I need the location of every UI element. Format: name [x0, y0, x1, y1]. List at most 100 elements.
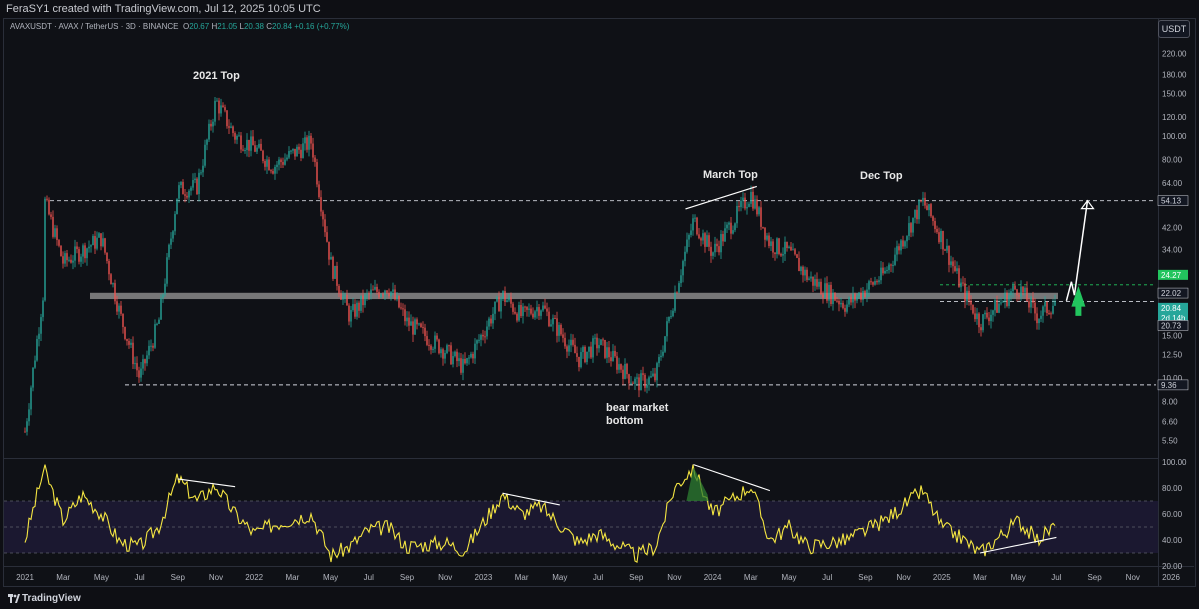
high-value: 21.05: [217, 22, 238, 31]
candle-body: [436, 335, 438, 340]
candle-body: [248, 139, 250, 151]
candle-body: [442, 349, 444, 359]
candle-body: [354, 304, 356, 317]
candle-body: [590, 346, 592, 358]
candle-body: [830, 284, 832, 304]
candle-body: [426, 336, 428, 345]
rsi-divergence-line: [177, 478, 236, 488]
up-arrow-icon: [1071, 286, 1086, 316]
candle-body: [304, 137, 306, 144]
candle-body: [1038, 318, 1040, 324]
candle-body: [1046, 302, 1048, 314]
candle-body: [756, 199, 758, 215]
candle-body: [230, 126, 232, 128]
candle-body: [420, 323, 422, 328]
candle-body: [764, 227, 766, 240]
candle-body: [742, 197, 744, 201]
candle-body: [460, 358, 462, 373]
candle-body: [324, 219, 326, 233]
candle-body: [48, 199, 50, 215]
candle-body: [334, 265, 336, 279]
candle-body: [822, 294, 824, 298]
candle-body: [582, 346, 584, 353]
candle-body: [380, 294, 382, 298]
candle-body: [792, 249, 794, 251]
candle-body: [258, 143, 260, 148]
candle-body: [634, 378, 636, 384]
candle-body: [560, 324, 562, 335]
time-tick-label: Nov: [209, 573, 223, 582]
candle-body: [368, 293, 370, 295]
candle-body: [696, 217, 698, 235]
candle-body: [482, 334, 484, 337]
candle-body: [788, 246, 790, 249]
candle-body: [620, 364, 622, 370]
candle-body: [332, 256, 334, 279]
candle-body: [1006, 292, 1008, 306]
candle-body: [902, 240, 904, 247]
candle-body: [198, 172, 200, 195]
footer-bar: TradingView: [0, 590, 1199, 609]
candle-body: [254, 145, 256, 152]
candle-body: [820, 281, 822, 295]
candle-body: [26, 421, 28, 432]
candle-body: [234, 133, 236, 140]
rsi-divergence-line: [979, 536, 1057, 554]
price-tick-label: 34.00: [1162, 245, 1183, 254]
candle-body: [448, 345, 450, 347]
candle-body: [428, 344, 430, 346]
candle-body: [802, 266, 804, 276]
time-tick-label: Nov: [896, 573, 910, 582]
candle-body: [750, 191, 752, 204]
candle-body: [962, 282, 964, 284]
projection-line: [1065, 200, 1089, 302]
close-label: C: [266, 22, 272, 31]
candle-body: [928, 204, 930, 211]
candle-body: [782, 254, 784, 256]
candle-body: [994, 299, 996, 311]
candle-body: [772, 241, 774, 253]
candle-body: [384, 290, 386, 295]
candle-body: [1022, 286, 1024, 293]
candle-body: [140, 368, 142, 378]
trend-line: [685, 185, 757, 210]
rsi-tick-label: 40.00: [1162, 536, 1183, 545]
last-price-badge: [1158, 302, 1188, 323]
candle-body: [502, 290, 504, 299]
price-tick-label: 5.50: [1162, 437, 1178, 446]
candle-body: [846, 304, 848, 312]
support-zone: [90, 292, 1058, 300]
time-tick-label: 2026: [1162, 573, 1180, 582]
candle-body: [842, 302, 844, 309]
currency-button[interactable]: USDT: [1158, 20, 1190, 38]
candle-body: [926, 205, 928, 211]
candle-body: [284, 159, 286, 165]
candle-body: [874, 281, 876, 285]
tradingview-logo-icon: [8, 594, 20, 603]
candle-body: [618, 364, 620, 370]
candle-body: [114, 283, 116, 302]
annotation-label: March Top: [703, 169, 758, 181]
candle-body: [390, 291, 392, 297]
candle-body: [814, 279, 816, 286]
candle-body: [136, 363, 138, 371]
candle-body: [760, 207, 762, 227]
candle-body: [562, 334, 564, 338]
rsi-divergence-line: [502, 492, 560, 506]
price-tick-label: 120.00: [1162, 113, 1187, 122]
time-tick-label: May: [552, 573, 567, 582]
open-label: O: [182, 22, 190, 31]
candle-body: [462, 358, 464, 373]
open-value: 20.67: [189, 22, 210, 31]
candle-body: [836, 300, 838, 302]
candle-body: [980, 327, 982, 331]
candle-body: [98, 233, 100, 238]
price-tick-label: 42.00: [1162, 223, 1183, 232]
candle-body: [708, 235, 710, 247]
candle-body: [868, 281, 870, 290]
candle-body: [588, 346, 590, 352]
candle-body: [86, 248, 88, 259]
candle-body: [574, 344, 576, 354]
candle-body: [1024, 287, 1026, 293]
